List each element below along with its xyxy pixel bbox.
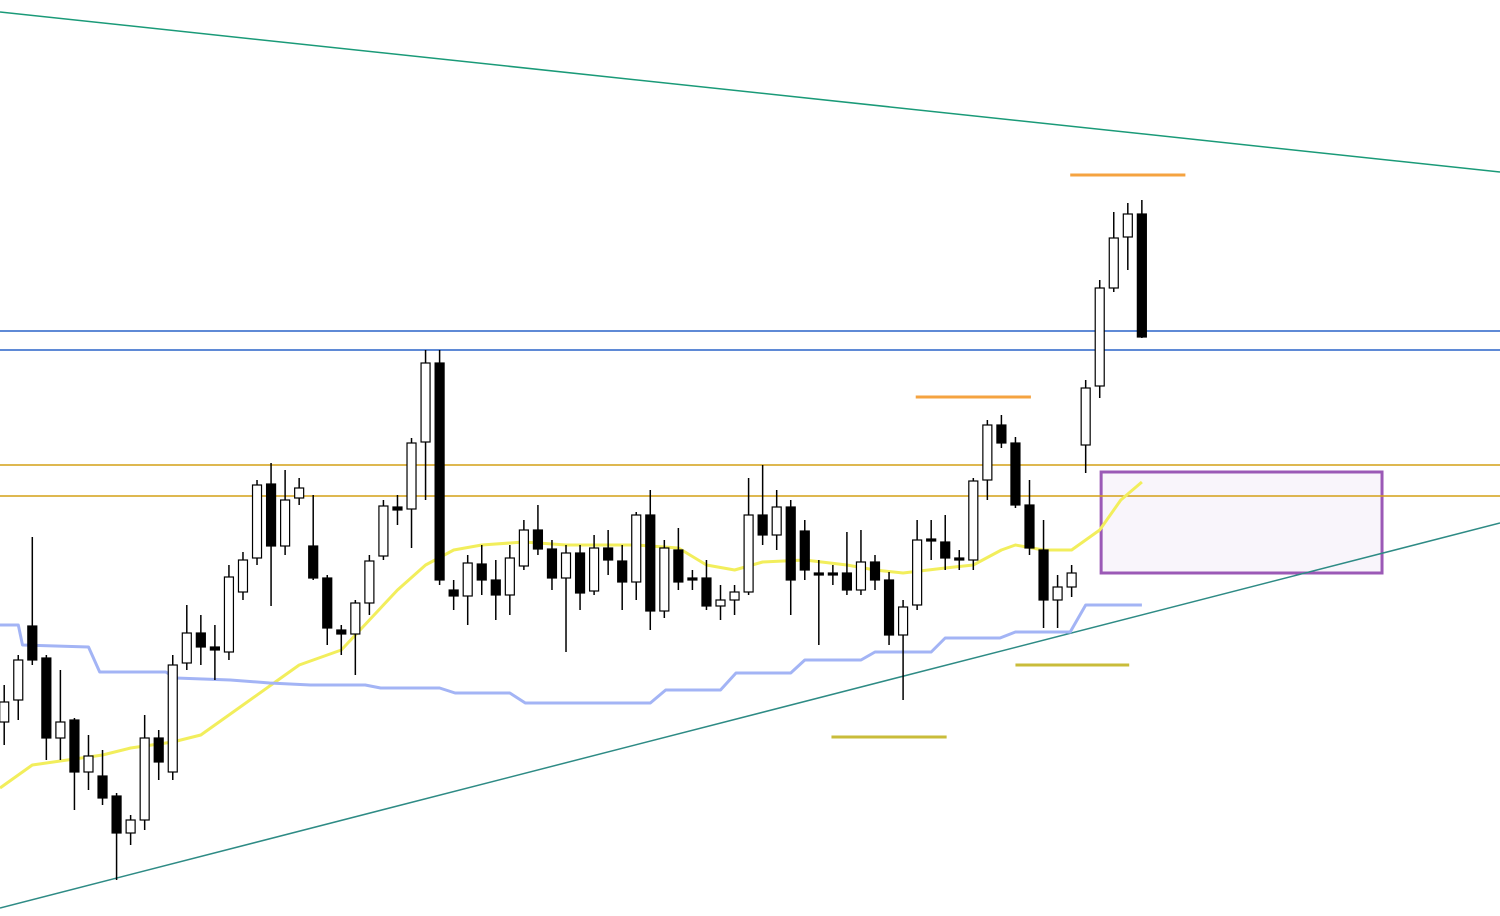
candle-body: [1136, 213, 1147, 338]
candle-body: [308, 545, 319, 579]
candle-body: [265, 483, 277, 547]
candle-body: [1108, 237, 1119, 289]
candle-body: [827, 572, 838, 576]
candle-body: [378, 505, 389, 557]
candle-body: [476, 563, 487, 581]
overlay-line: [0, 603, 1142, 705]
candle-body: [546, 548, 558, 579]
candle-body: [659, 547, 670, 612]
candle-body: [406, 442, 417, 510]
candle-body: [504, 557, 515, 596]
candle-body: [336, 629, 347, 635]
candle-body: [603, 547, 614, 561]
candle-body: [167, 664, 178, 773]
candle-body: [13, 659, 24, 701]
candle-body: [364, 560, 375, 604]
candle-body: [97, 775, 108, 799]
candle-body: [883, 579, 895, 636]
candle-body: [1010, 442, 1021, 506]
candle-body: [743, 514, 754, 593]
candle-body: [799, 530, 810, 571]
candle-body: [490, 579, 501, 596]
candle-body: [968, 480, 979, 561]
candle-body: [926, 538, 937, 542]
candle-body: [996, 424, 1007, 444]
zone: [1099, 470, 1384, 575]
candle-body: [912, 539, 923, 606]
candle-body: [83, 755, 94, 773]
candle-body: [392, 506, 403, 511]
candle-body: [897, 606, 909, 636]
trend-line: [0, 11, 1500, 173]
candle-body: [1080, 387, 1091, 446]
candle-body: [841, 572, 853, 591]
candle-body: [27, 625, 38, 661]
candle-body: [617, 560, 628, 583]
candle-body: [771, 506, 782, 536]
candle-body: [954, 557, 965, 561]
candle-body: [869, 561, 881, 581]
candle-body: [251, 484, 263, 559]
overlay-line: [0, 480, 1143, 790]
candle-body: [1052, 586, 1063, 601]
candle-body: [448, 589, 459, 597]
candle-body: [729, 591, 740, 601]
candle-body: [237, 559, 249, 593]
candle-body: [855, 561, 867, 591]
candle-body: [41, 657, 52, 739]
candle-body: [153, 737, 164, 763]
candle-body: [0, 701, 10, 723]
candle-body: [350, 602, 361, 635]
candle-body: [434, 362, 445, 581]
candle-body: [55, 721, 66, 739]
candle-body: [111, 795, 122, 834]
candle-body: [420, 362, 431, 443]
candle-body: [715, 599, 726, 607]
candle-body: [589, 547, 600, 592]
candle-body: [518, 529, 529, 567]
candle-body: [560, 552, 572, 579]
candle-body: [139, 737, 150, 821]
candle-body: [673, 549, 684, 583]
candle-body: [574, 552, 586, 594]
candle-body: [223, 576, 235, 653]
candle-body: [645, 514, 656, 612]
candle-body: [294, 487, 305, 499]
candle-body: [940, 541, 951, 559]
candle-body: [1122, 213, 1133, 238]
candle-body: [280, 499, 291, 547]
candle-body: [785, 506, 796, 581]
candle-body: [532, 529, 544, 550]
candle-body: [1024, 504, 1035, 549]
candle-body: [757, 514, 768, 536]
candle-body: [982, 424, 993, 481]
candle-body: [322, 577, 333, 629]
candle-body: [181, 632, 192, 664]
candle-body: [687, 577, 698, 581]
candle-body: [813, 572, 824, 576]
candle-body: [631, 514, 642, 583]
candle-body: [1066, 572, 1077, 588]
candle-body: [1094, 287, 1105, 387]
candle-body: [195, 632, 206, 648]
candle-body: [209, 646, 220, 651]
candle-body: [701, 577, 712, 607]
candle-body: [1038, 549, 1049, 601]
candle-body: [462, 562, 473, 597]
trend-line: [0, 522, 1500, 909]
candle-body: [125, 819, 136, 834]
candle-body: [69, 719, 80, 773]
